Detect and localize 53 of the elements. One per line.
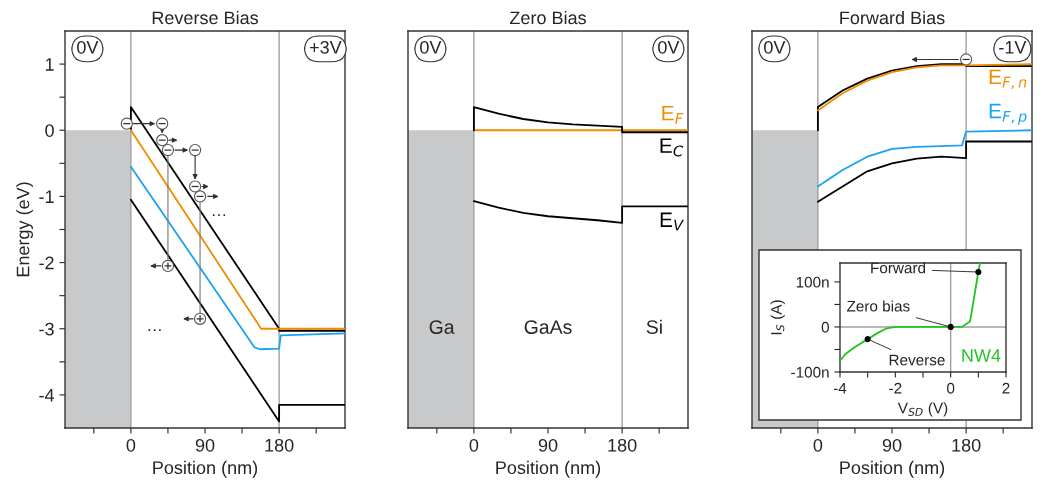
y-tick-label: 1 bbox=[45, 58, 54, 71]
x-tick-label: 90 bbox=[538, 438, 558, 452]
point bbox=[864, 336, 871, 343]
line-series bbox=[129, 165, 345, 351]
series-label: NW4 bbox=[962, 349, 1001, 362]
x-axis-title: Position (nm) bbox=[840, 460, 945, 478]
x-axis-title: V$_{SD}$ (V) bbox=[897, 402, 948, 417]
x-tick-label: -4 bbox=[833, 382, 847, 394]
annotation: -1V bbox=[999, 41, 1027, 54]
series-label: E$_{F,n}$ bbox=[989, 69, 1027, 90]
annotation: 0V bbox=[420, 40, 442, 54]
annotation: 0V bbox=[658, 40, 680, 54]
y-tick-label: -100n bbox=[791, 366, 829, 378]
x-tick-label: 180 bbox=[952, 438, 981, 452]
annotation: Zero bias bbox=[846, 300, 910, 312]
x-tick-label: 0 bbox=[126, 438, 136, 452]
x-tick-label: -2 bbox=[889, 382, 902, 394]
y-tick-label: 100n bbox=[796, 276, 829, 288]
x-tick-label: 180 bbox=[608, 438, 637, 452]
y-tick-label: -3 bbox=[39, 322, 54, 336]
y-tick-label: -1 bbox=[39, 190, 54, 203]
annotation: … bbox=[212, 214, 226, 216]
y-axis-title: I$_{S}$ (A) bbox=[770, 300, 785, 335]
series-label: E$_{F}$ bbox=[662, 106, 684, 124]
annotation: GaAs bbox=[524, 320, 572, 334]
annotation: Forward bbox=[871, 262, 926, 274]
x-tick-label: 180 bbox=[265, 438, 294, 452]
x-tick-label: 2 bbox=[1002, 382, 1010, 394]
annotation: Si bbox=[646, 319, 662, 334]
annotation: Reverse bbox=[889, 354, 945, 366]
annotation: Ga bbox=[429, 320, 455, 334]
point bbox=[947, 323, 954, 331]
y-axis-title: Energy (eV) bbox=[16, 182, 33, 277]
x-tick-label: 90 bbox=[882, 438, 902, 452]
x-tick-label: 90 bbox=[195, 438, 215, 452]
y-tick-label: 0 bbox=[45, 124, 54, 137]
chart-title: Forward Bias bbox=[840, 10, 945, 25]
x-tick-label: 0 bbox=[469, 438, 479, 452]
y-tick-label: 0 bbox=[821, 321, 829, 333]
chart-title: Zero Bias bbox=[509, 10, 586, 25]
y-tick-label: -2 bbox=[39, 256, 54, 270]
series-label: E$_{F,p}$ bbox=[989, 103, 1027, 125]
x-axis-title: Position (nm) bbox=[153, 460, 258, 478]
annotation: +3V bbox=[309, 40, 342, 54]
point bbox=[975, 268, 982, 276]
x-tick-label: 0 bbox=[947, 382, 955, 394]
annotation: 0V bbox=[764, 40, 786, 54]
series-label: E$_{C}$ bbox=[660, 138, 684, 157]
series-label: E$_{V}$ bbox=[660, 212, 684, 231]
annotation: … bbox=[148, 329, 161, 332]
x-axis-title: Position (nm) bbox=[496, 460, 601, 478]
chart-title: Reverse Bias bbox=[152, 10, 259, 25]
annotation: 0V bbox=[77, 40, 99, 54]
